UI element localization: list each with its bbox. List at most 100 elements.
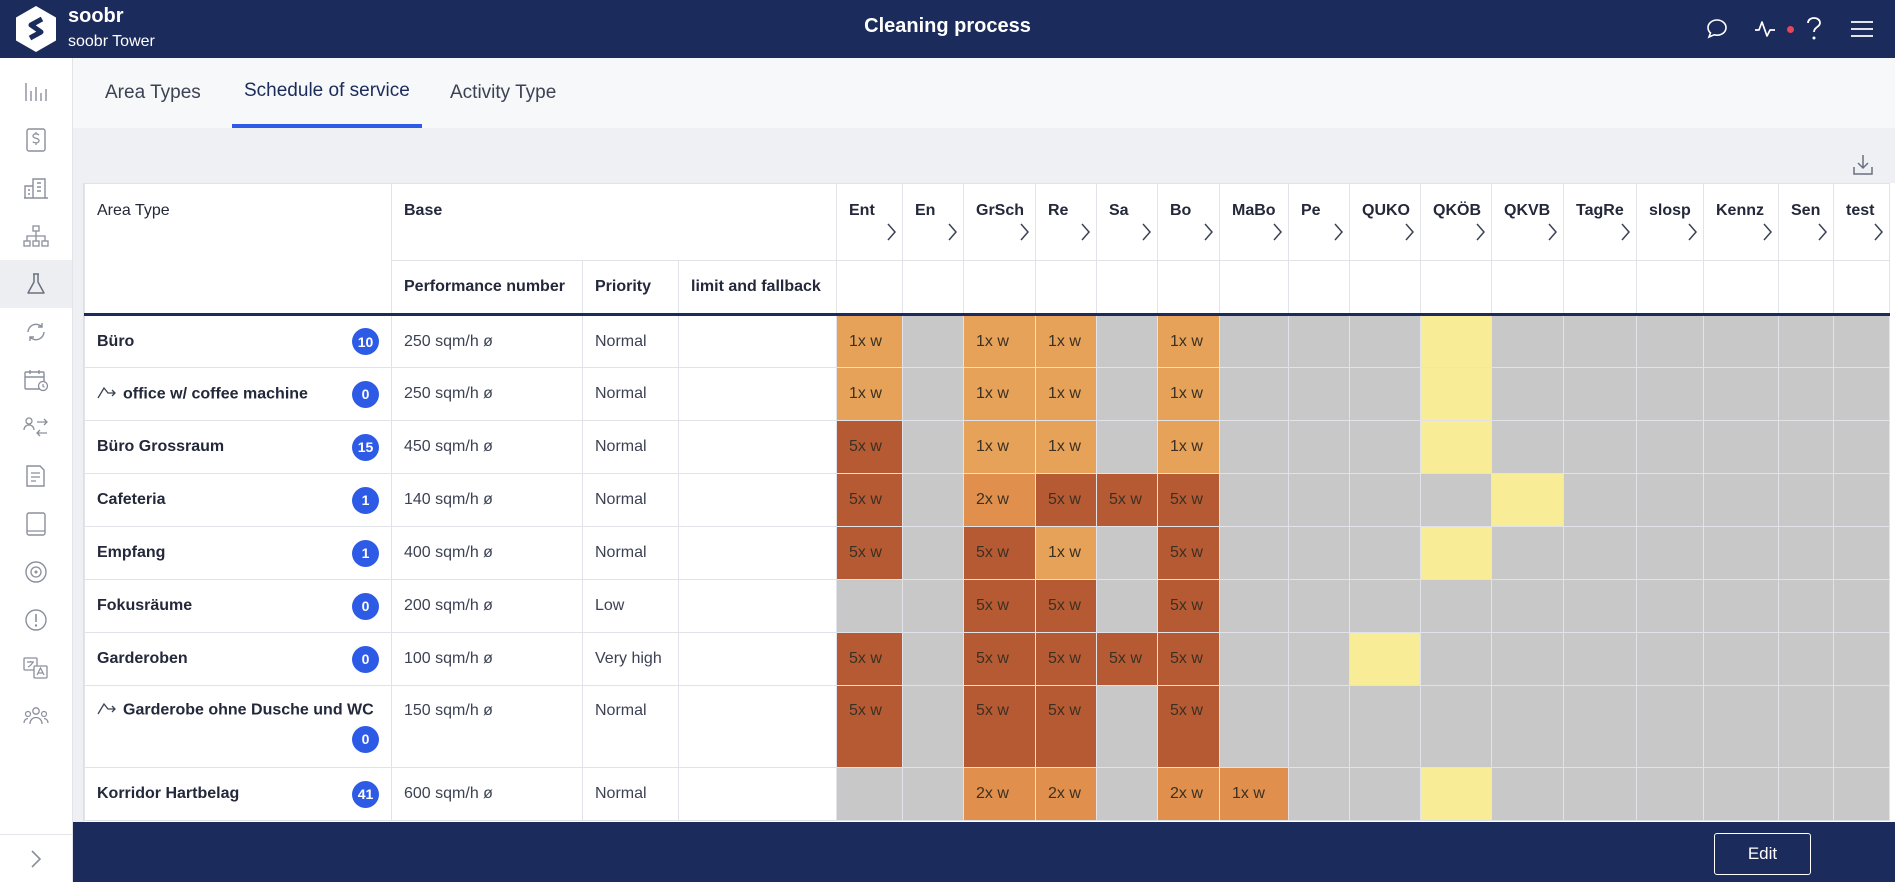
- chevron-right-icon[interactable]: [1846, 222, 1883, 244]
- area-type-cell[interactable]: Garderobe ohne Dusche und WC 0: [84, 685, 392, 768]
- table-row[interactable]: Korridor Hartbelag 41 600 sqm/h ø Normal 2x …: [84, 767, 1890, 821]
- table-row[interactable]: office w/ coffee machine 0 250 sqm/h ø Norm…: [84, 367, 1890, 421]
- activity-column-header[interactable]: Kennz: [1703, 183, 1779, 261]
- schedule-cell[interactable]: [1349, 685, 1421, 768]
- schedule-cell[interactable]: [902, 314, 964, 368]
- activity-icon[interactable]: [1748, 12, 1782, 46]
- schedule-cell[interactable]: 1x w: [1035, 314, 1097, 368]
- schedule-cell[interactable]: [1219, 473, 1289, 527]
- schedule-cell[interactable]: [1219, 526, 1289, 580]
- area-type-cell[interactable]: Empfang 1: [84, 526, 392, 580]
- chat-icon[interactable]: [1700, 12, 1734, 46]
- schedule-cell[interactable]: [1420, 314, 1492, 368]
- activity-column-header[interactable]: Pe: [1288, 183, 1350, 261]
- schedule-cell[interactable]: [1703, 526, 1779, 580]
- area-type-cell[interactable]: Fokusräume 0: [84, 579, 392, 633]
- schedule-cell[interactable]: 5x w: [963, 579, 1036, 633]
- sidebar-item-sensors[interactable]: [0, 548, 72, 596]
- schedule-cell[interactable]: [1778, 632, 1834, 686]
- activity-column-header[interactable]: QUKO: [1349, 183, 1421, 261]
- building-name[interactable]: soobr Tower: [68, 33, 155, 50]
- schedule-cell[interactable]: [902, 579, 964, 633]
- activity-column-header[interactable]: Ent: [836, 183, 903, 261]
- schedule-cell[interactable]: [1491, 632, 1564, 686]
- schedule-cell[interactable]: 5x w: [963, 632, 1036, 686]
- schedule-cell[interactable]: [1778, 473, 1834, 527]
- chevron-right-icon[interactable]: [1232, 222, 1282, 244]
- schedule-cell[interactable]: [1563, 420, 1637, 474]
- activity-column-header[interactable]: GrSch: [963, 183, 1036, 261]
- activity-column-header[interactable]: slosp: [1636, 183, 1704, 261]
- schedule-cell[interactable]: 5x w: [1157, 526, 1220, 580]
- schedule-cell[interactable]: [1288, 314, 1350, 368]
- schedule-cell[interactable]: [1349, 767, 1421, 821]
- area-type-cell[interactable]: Cafeteria 1: [84, 473, 392, 527]
- schedule-cell[interactable]: [1219, 314, 1289, 368]
- schedule-cell[interactable]: 1x w: [1035, 420, 1097, 474]
- schedule-cell[interactable]: [1703, 579, 1779, 633]
- schedule-cell[interactable]: [1219, 685, 1289, 768]
- sidebar-item-reports[interactable]: [0, 452, 72, 500]
- schedule-cell[interactable]: [1219, 579, 1289, 633]
- schedule-cell[interactable]: 5x w: [1096, 632, 1158, 686]
- sidebar-item-cleaning-process[interactable]: [0, 260, 72, 308]
- sidebar-item-cycle[interactable]: [0, 308, 72, 356]
- schedule-cell[interactable]: [1778, 420, 1834, 474]
- schedule-cell[interactable]: [1096, 579, 1158, 633]
- schedule-cell[interactable]: [902, 767, 964, 821]
- chevron-right-icon[interactable]: [915, 222, 957, 244]
- schedule-cell[interactable]: 5x w: [1157, 579, 1220, 633]
- schedule-cell[interactable]: [1636, 579, 1704, 633]
- area-type-cell[interactable]: office w/ coffee machine 0: [84, 367, 392, 421]
- schedule-cell[interactable]: [1491, 767, 1564, 821]
- table-row[interactable]: Empfang 1 400 sqm/h ø Normal 5x w 5x w 1x w 5x …: [84, 526, 1890, 580]
- chevron-right-icon[interactable]: [1170, 222, 1213, 244]
- tab-area-types[interactable]: Area Types: [105, 82, 201, 103]
- schedule-cell[interactable]: [1349, 367, 1421, 421]
- table-row[interactable]: Fokusräume 0 200 sqm/h ø Low 5x w 5x w 5x w: [84, 579, 1890, 633]
- schedule-cell[interactable]: [836, 579, 903, 633]
- chevron-right-icon[interactable]: [976, 222, 1029, 244]
- schedule-cell[interactable]: 5x w: [1096, 473, 1158, 527]
- schedule-cell[interactable]: [1219, 632, 1289, 686]
- schedule-cell[interactable]: [1288, 767, 1350, 821]
- schedule-cell[interactable]: [1703, 685, 1779, 768]
- schedule-cell[interactable]: [1833, 685, 1890, 768]
- schedule-cell[interactable]: [1349, 526, 1421, 580]
- table-row[interactable]: Garderobe ohne Dusche und WC 0 150 sqm/h ø…: [84, 685, 1890, 768]
- chevron-right-icon[interactable]: [1504, 222, 1557, 244]
- schedule-cell[interactable]: [1563, 473, 1637, 527]
- table-row[interactable]: Büro 10 250 sqm/h ø Normal 1x w 1x w 1x w 1x w: [84, 314, 1890, 368]
- chevron-right-icon[interactable]: [1649, 222, 1697, 244]
- schedule-cell[interactable]: [1778, 526, 1834, 580]
- schedule-cell[interactable]: 5x w: [1035, 473, 1097, 527]
- tab-activity-type[interactable]: Activity Type: [450, 82, 557, 103]
- sidebar-item-translations[interactable]: [0, 644, 72, 692]
- schedule-cell[interactable]: [1420, 367, 1492, 421]
- schedule-cell[interactable]: [1778, 579, 1834, 633]
- schedule-cell[interactable]: [1288, 526, 1350, 580]
- schedule-cell[interactable]: [1288, 579, 1350, 633]
- schedule-cell[interactable]: 5x w: [963, 526, 1036, 580]
- schedule-cell[interactable]: [1096, 685, 1158, 768]
- schedule-cell[interactable]: [1349, 314, 1421, 368]
- schedule-cell[interactable]: [1288, 367, 1350, 421]
- schedule-cell[interactable]: 5x w: [836, 685, 903, 768]
- schedule-cell[interactable]: [1833, 767, 1890, 821]
- sidebar-item-team[interactable]: [0, 692, 72, 740]
- schedule-cell[interactable]: [1096, 526, 1158, 580]
- activity-column-header[interactable]: MaBo: [1219, 183, 1289, 261]
- schedule-cell[interactable]: [902, 420, 964, 474]
- schedule-cell[interactable]: [1420, 473, 1492, 527]
- schedule-cell[interactable]: [1833, 420, 1890, 474]
- chevron-right-icon[interactable]: [1109, 222, 1151, 244]
- schedule-cell[interactable]: [1636, 685, 1704, 768]
- schedule-cell[interactable]: 5x w: [963, 685, 1036, 768]
- schedule-cell[interactable]: [1491, 367, 1564, 421]
- schedule-cell[interactable]: [1703, 367, 1779, 421]
- schedule-cell[interactable]: [1096, 767, 1158, 821]
- schedule-cell[interactable]: 1x w: [836, 314, 903, 368]
- schedule-cell[interactable]: [1778, 367, 1834, 421]
